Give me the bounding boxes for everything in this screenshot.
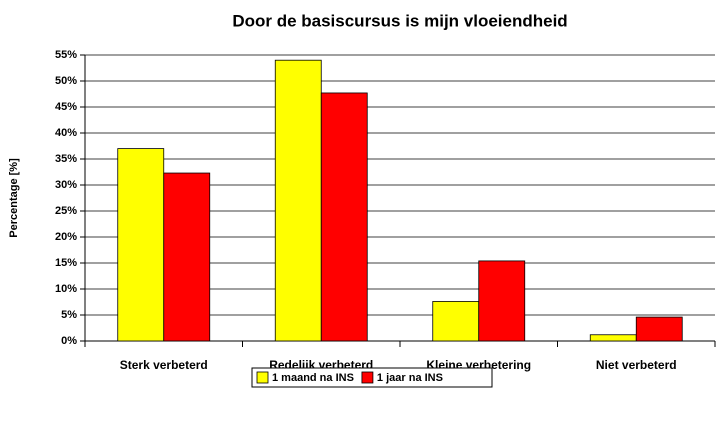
x-tick-label: Niet verbeterd	[596, 358, 677, 372]
legend-label: 1 jaar na INS	[377, 372, 443, 384]
bar	[320, 92, 368, 342]
bar	[163, 172, 211, 342]
legend-swatch	[256, 371, 269, 384]
y-tick-label: 35%	[55, 153, 77, 165]
y-tick-label: 40%	[55, 127, 77, 139]
y-tick-label: 20%	[55, 231, 77, 243]
y-tick-label: 30%	[55, 179, 77, 191]
bar	[589, 334, 637, 342]
x-tick-label: Sterk verbeterd	[120, 358, 208, 372]
chart-title: Door de basiscursus is mijn vloeiendheid	[232, 11, 567, 30]
bar	[478, 260, 526, 342]
legend-label: 1 maand na INS	[272, 372, 354, 384]
bar	[635, 316, 683, 342]
y-axis-label: Percentage [%]	[8, 158, 20, 238]
y-tick-label: 5%	[61, 309, 77, 321]
y-tick-label: 55%	[55, 49, 77, 61]
bar	[432, 301, 480, 342]
y-tick-label: 50%	[55, 75, 77, 87]
y-tick-label: 15%	[55, 257, 77, 269]
legend-swatch	[361, 371, 374, 384]
y-tick-label: 0%	[61, 335, 77, 347]
bar	[117, 148, 165, 342]
y-tick-label: 45%	[55, 101, 77, 113]
y-tick-label: 25%	[55, 205, 77, 217]
bar	[274, 59, 322, 342]
y-tick-label: 10%	[55, 283, 77, 295]
